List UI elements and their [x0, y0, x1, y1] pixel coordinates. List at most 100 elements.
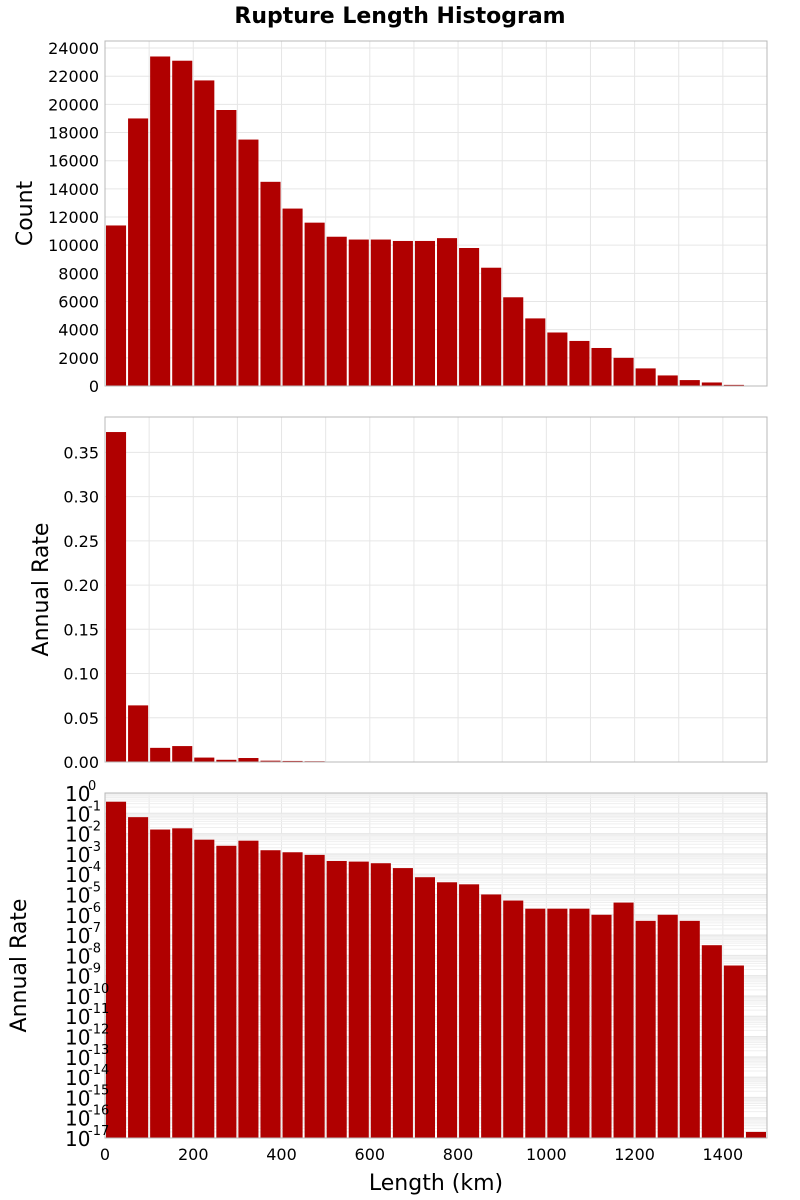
- panel-count: 0 2000 4000 6000 8000 10000 12000 14000 16000 180…: [13, 39, 768, 396]
- svg-text:10: 10: [65, 782, 90, 806]
- y-tick-label: 10-5: [65, 880, 101, 907]
- y-tick-label: 10-14: [65, 1063, 109, 1090]
- bar: [525, 318, 546, 386]
- y-tick-label: 10-6: [65, 901, 101, 928]
- y-tick-label: 16000: [48, 152, 99, 171]
- bar: [260, 181, 281, 386]
- y-tick-label: 10-10: [65, 982, 109, 1009]
- svg-text:-4: -4: [88, 860, 101, 875]
- bar: [525, 908, 546, 1138]
- svg-text:10: 10: [65, 843, 90, 867]
- x-tick-label: 800: [443, 1145, 474, 1164]
- svg-text:10: 10: [65, 1046, 90, 1070]
- y-tick-label: 10-12: [65, 1023, 109, 1050]
- bar: [282, 852, 303, 1138]
- panel-annual-rate-linear: 0.00 0.05 0.10 0.15 0.20 0.25 0.30 0.35 Annual …: [29, 416, 768, 772]
- bar: [701, 382, 722, 386]
- bar: [481, 894, 502, 1138]
- svg-text:-8: -8: [88, 941, 101, 956]
- y-tick-label: 20000: [48, 95, 99, 114]
- svg-text:10: 10: [65, 863, 90, 887]
- bar: [613, 357, 634, 386]
- svg-text:-2: -2: [88, 820, 101, 835]
- svg-text:10: 10: [65, 1127, 90, 1151]
- svg-text:-6: -6: [88, 901, 101, 916]
- x-tick-label: 400: [266, 1145, 297, 1164]
- y-tick-label: 100: [65, 779, 96, 806]
- svg-text:10: 10: [65, 1066, 90, 1090]
- bar: [723, 965, 744, 1138]
- y-tick-label: 0: [89, 377, 99, 396]
- bar: [679, 380, 700, 386]
- bar: [150, 56, 171, 386]
- svg-text:-17: -17: [88, 1124, 109, 1139]
- bar: [304, 854, 325, 1138]
- bar: [106, 801, 127, 1138]
- bar: [591, 914, 612, 1138]
- y-tick-label: 10-17: [65, 1124, 109, 1151]
- bar: [459, 884, 480, 1138]
- bar: [701, 945, 722, 1138]
- bar: [194, 80, 215, 386]
- svg-text:-15: -15: [88, 1083, 109, 1098]
- y-tick-label: 0.00: [63, 753, 99, 772]
- svg-text:10: 10: [65, 1086, 90, 1110]
- bar: [326, 236, 347, 386]
- bar: [613, 902, 634, 1138]
- svg-text:10: 10: [65, 924, 90, 948]
- y-tick-label: 24000: [48, 39, 99, 58]
- svg-text:0: 0: [88, 779, 96, 794]
- bar: [503, 900, 524, 1138]
- chart-title: Rupture Length Histogram: [234, 4, 565, 29]
- svg-text:-12: -12: [88, 1023, 109, 1038]
- y-tick-label: 10-7: [65, 921, 101, 948]
- x-axis-label: Length (km): [369, 1171, 503, 1196]
- bar: [591, 347, 612, 386]
- y-tick-label: 0.25: [63, 532, 99, 551]
- y-tick-label: 10-16: [65, 1104, 109, 1131]
- x-tick-label: 600: [355, 1145, 386, 1164]
- y-tick-label: 10-9: [65, 962, 101, 989]
- svg-text:-10: -10: [88, 982, 109, 997]
- y-tick-label: 4000: [58, 321, 99, 340]
- y-tick-label: 0.20: [63, 576, 99, 595]
- bar: [238, 840, 259, 1138]
- y-tick-label: 10-13: [65, 1043, 109, 1070]
- bar: [370, 863, 391, 1138]
- x-tick-label: 0: [100, 1145, 110, 1164]
- x-tick-label: 1000: [526, 1145, 567, 1164]
- bar: [723, 384, 744, 386]
- svg-text:10: 10: [65, 1005, 90, 1029]
- bar: [657, 914, 678, 1138]
- bar: [194, 757, 215, 762]
- y-tick-label: 14000: [48, 180, 99, 199]
- bar: [635, 368, 656, 386]
- bar: [282, 760, 303, 762]
- y-axis-label-rate-log: Annual Rate: [7, 899, 32, 1033]
- y-tick-label: 12000: [48, 208, 99, 227]
- bar: [282, 208, 303, 386]
- y-tick-label: 10-1: [65, 799, 101, 826]
- y-tick-label: 10-2: [65, 820, 101, 847]
- bar: [459, 248, 480, 386]
- svg-text:-9: -9: [88, 962, 101, 977]
- panel-annual-rate-log: 10010-110-210-310-410-510-610-710-810-91…: [7, 779, 768, 1151]
- y-tick-label: 2000: [58, 349, 99, 368]
- svg-text:10: 10: [65, 904, 90, 928]
- bar: [745, 1131, 766, 1138]
- bar: [260, 850, 281, 1138]
- bar: [569, 908, 590, 1138]
- svg-text:-13: -13: [88, 1043, 109, 1058]
- svg-text:-16: -16: [88, 1104, 109, 1119]
- bar: [150, 747, 171, 762]
- svg-text:10: 10: [65, 965, 90, 989]
- svg-text:-5: -5: [88, 880, 101, 895]
- bar: [128, 705, 149, 762]
- bar: [348, 239, 369, 386]
- bar: [194, 839, 215, 1138]
- svg-text:-11: -11: [88, 1002, 109, 1017]
- y-tick-label: 10-15: [65, 1083, 109, 1110]
- bar: [106, 225, 127, 386]
- y-tick-label: 18000: [48, 124, 99, 143]
